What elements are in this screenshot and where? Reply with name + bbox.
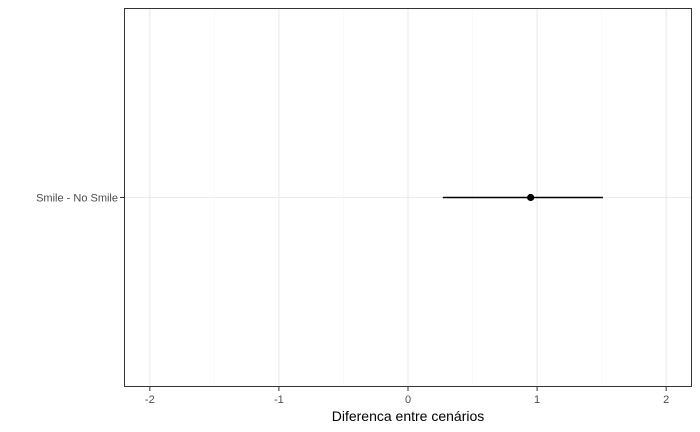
- x-tick-label: 1: [534, 394, 540, 406]
- x-tick-label: -1: [274, 394, 284, 406]
- data-point: [527, 193, 535, 202]
- data-points: [527, 193, 535, 202]
- x-tick-label: 2: [663, 394, 669, 406]
- y-axis: Smile - No Smile: [36, 193, 124, 205]
- grid-major: [124, 8, 692, 387]
- x-tick-label: 0: [405, 394, 411, 406]
- panel-border: [124, 8, 692, 387]
- x-axis: -2 -1 0 1 2: [145, 387, 669, 406]
- y-tick-label: Smile - No Smile: [36, 193, 118, 205]
- x-tick-label: -2: [145, 394, 155, 406]
- x-axis-title: Diferenca entre cenários: [332, 408, 485, 424]
